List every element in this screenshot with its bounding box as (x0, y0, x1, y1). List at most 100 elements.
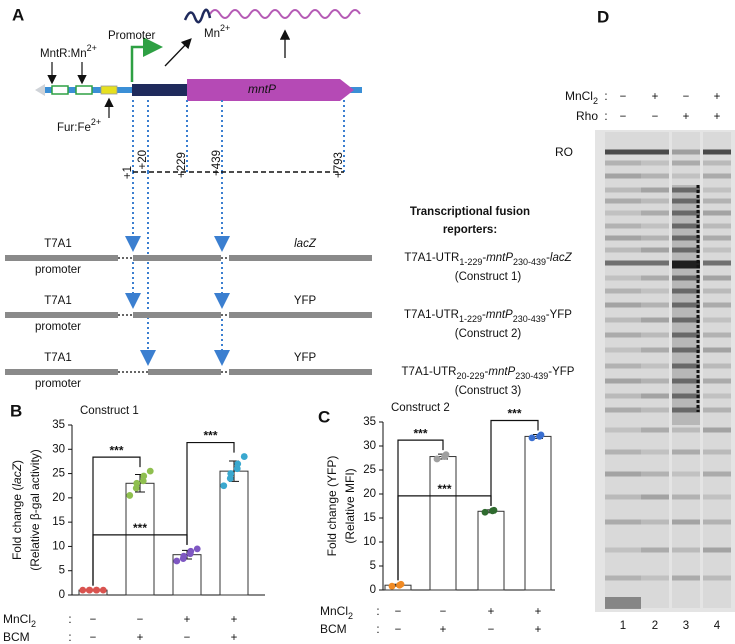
condition-sign: − (395, 606, 402, 618)
condition-sign: + (231, 614, 238, 626)
panel-label: A (12, 5, 24, 24)
band (672, 407, 700, 413)
position-label: +439 (211, 150, 223, 176)
band (605, 198, 641, 204)
condition-sign: − (488, 624, 495, 636)
lane (641, 132, 669, 608)
band (672, 363, 700, 369)
band (605, 149, 641, 155)
condition-sign: + (535, 606, 542, 618)
band (703, 378, 731, 384)
band (672, 210, 700, 216)
mn-label: Mn2+ (204, 23, 230, 40)
condition-name: MnCl2 (3, 612, 36, 629)
band (672, 302, 700, 308)
condition-separator: : (376, 606, 379, 618)
band (605, 378, 641, 384)
band (672, 260, 700, 269)
position-label: +20 (137, 150, 149, 170)
data-point (173, 557, 181, 565)
construct-label-part: YFP (552, 366, 575, 378)
band (672, 198, 700, 204)
band (672, 471, 700, 477)
band (703, 235, 731, 241)
significance-label: *** (437, 482, 451, 496)
data-point (133, 479, 141, 487)
y-axis-label: (Relative β-gal activity) (28, 449, 42, 571)
panel-label: C (318, 407, 330, 426)
riboswitch (183, 8, 212, 24)
data-point (481, 508, 489, 516)
band (641, 378, 669, 384)
band (703, 302, 731, 308)
band (605, 575, 641, 581)
condition-sign: − (90, 632, 97, 644)
band (641, 347, 669, 353)
band (605, 347, 641, 353)
band (641, 393, 669, 399)
y-tick-label: 15 (52, 516, 65, 528)
band (672, 288, 700, 294)
y-axis-label-part: ) (10, 460, 24, 464)
significance-label: *** (133, 521, 147, 535)
y-tick-label: 0 (370, 584, 376, 596)
band (641, 427, 669, 433)
data-point (93, 586, 101, 594)
data-point (388, 582, 396, 590)
band (672, 378, 700, 384)
band (641, 449, 669, 455)
construct-label-part: - (482, 309, 486, 321)
mntr-label-part: 2+ (87, 43, 97, 53)
band (672, 575, 700, 581)
band (703, 223, 731, 229)
band (703, 247, 731, 253)
band (672, 235, 700, 241)
construct-label-part: - (546, 252, 550, 264)
fur-label: Fur:Fe2+ (57, 117, 101, 134)
condition-name-part: BCM (3, 630, 30, 644)
y-tick-label: 10 (363, 536, 376, 548)
significance-label: *** (507, 407, 521, 421)
band (605, 407, 641, 413)
construct-label: T7A1-UTR20-229-mntP230-439-YFP (402, 366, 575, 381)
promoter-name: T7A1 (44, 295, 72, 307)
bar (429, 456, 457, 591)
y-axis-label: Fold change (YFP) (325, 456, 339, 557)
band (605, 223, 641, 229)
significance-label: *** (203, 429, 217, 443)
band (703, 275, 731, 281)
band (703, 160, 731, 166)
data-point (126, 492, 134, 499)
construct-label-part: mntP (488, 366, 515, 378)
data-point (442, 451, 450, 459)
band (605, 302, 641, 308)
y-tick-label: 15 (363, 512, 376, 524)
lane-number: 2 (652, 620, 658, 632)
band (641, 210, 669, 216)
band (672, 247, 700, 253)
ro-label: RO (555, 145, 573, 159)
band (641, 302, 669, 308)
data-point (140, 472, 148, 480)
condition-sign: + (184, 614, 191, 626)
y-axis-label-part: (Relative MFI) (343, 468, 357, 543)
data-point (79, 586, 87, 594)
condition-sign: + (535, 624, 542, 636)
condition-separator: : (68, 632, 71, 644)
mntr-box (75, 85, 93, 95)
condition-name-part: 2 (31, 619, 36, 629)
band (672, 275, 700, 281)
construct-label-part: 20-229 (456, 371, 484, 381)
band (703, 575, 731, 581)
mn-label-part: 2+ (220, 23, 230, 33)
band (672, 494, 700, 500)
band (641, 317, 669, 323)
row-sign: + (683, 111, 690, 123)
construct-label-part: - (482, 252, 486, 264)
row-sign: − (683, 91, 690, 103)
condition-name: MnCl2 (320, 604, 353, 621)
y-tick-label: 25 (52, 468, 65, 480)
condition-separator: : (68, 614, 71, 626)
construct-label-part: lacZ (550, 252, 573, 264)
